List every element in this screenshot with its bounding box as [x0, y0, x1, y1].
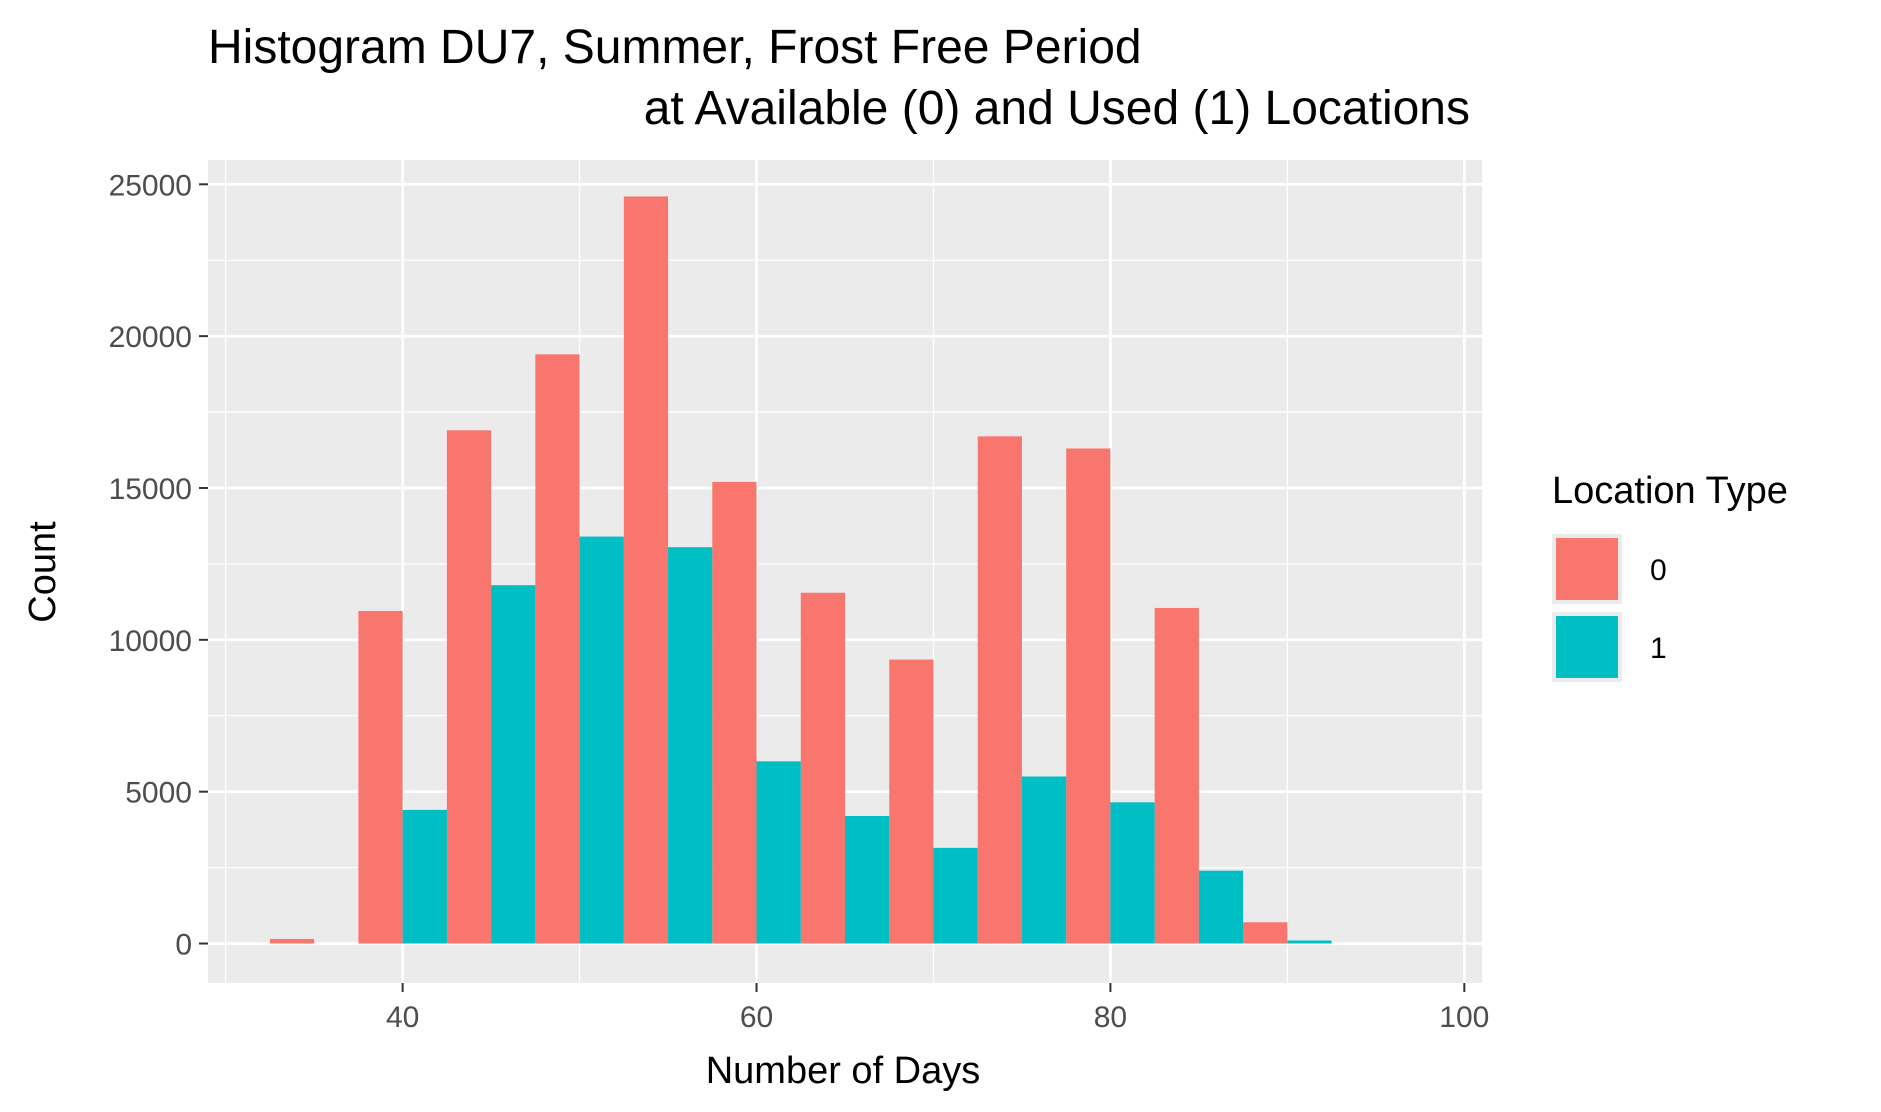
chart-subtitle: at Available (0) and Used (1) Locations [644, 82, 1470, 135]
bar-series-1-bin-60 [756, 761, 801, 944]
bar-series-1-bin-45 [491, 585, 536, 944]
chart-title: Histogram DU7, Summer, Frost Free Period [208, 21, 1142, 74]
x-tick-label: 60 [740, 1001, 773, 1034]
y-tick-label: 25000 [109, 169, 192, 202]
bar-series-0-bin-55 [623, 196, 669, 944]
bar-series-0-bin-80 [1066, 448, 1111, 944]
y-axis-title: Count [22, 521, 64, 623]
bar-series-1-bin-55 [668, 547, 713, 944]
plot-area: 40 60 80 100 0 5000 10000 15000 20000 25000 [109, 160, 1489, 1034]
bar-series-0-bin-65 [800, 592, 845, 944]
bar-series-0-bin-70 [889, 659, 934, 944]
legend: Location Type 0 1 [1552, 470, 1788, 682]
bar-series-1-bin-65 [845, 815, 890, 944]
bar-series-1-bin-80 [1110, 802, 1155, 944]
bar-series-1-bin-75 [1021, 776, 1067, 944]
y-tick-label: 15000 [109, 473, 192, 506]
bar-series-0-bin-45 [446, 430, 492, 944]
x-tick-label: 80 [1094, 1001, 1127, 1034]
legend-key-swatch-0 [1556, 538, 1618, 600]
bar-series-0-bin-35 [269, 938, 315, 944]
x-tick-label: 100 [1439, 1001, 1489, 1034]
y-tick-label: 20000 [109, 321, 192, 354]
bar-series-0-bin-85 [1154, 607, 1199, 944]
bar-series-1-bin-70 [933, 847, 978, 944]
bar-series-0-bin-75 [977, 436, 1022, 944]
legend-label-1: 1 [1650, 632, 1667, 665]
legend-label-0: 0 [1650, 554, 1667, 587]
bar-series-1-bin-85 [1198, 870, 1244, 944]
legend-key-swatch-1 [1556, 616, 1618, 678]
bar-series-0-bin-40 [358, 610, 403, 944]
bar-series-0-bin-50 [535, 354, 580, 944]
bar-series-1-bin-90 [1287, 940, 1332, 944]
y-tick-label: 5000 [125, 777, 192, 810]
bar-series-0-bin-60 [712, 481, 757, 944]
x-tick-label: 40 [386, 1001, 419, 1034]
legend-title: Location Type [1552, 470, 1788, 512]
bar-series-1-bin-40 [402, 809, 447, 944]
x-axis-title: Number of Days [706, 1050, 981, 1092]
y-tick-label: 10000 [109, 625, 192, 658]
y-tick-label: 0 [175, 929, 192, 962]
bar-series-0-bin-90 [1243, 922, 1288, 944]
bar-series-1-bin-50 [579, 536, 624, 944]
